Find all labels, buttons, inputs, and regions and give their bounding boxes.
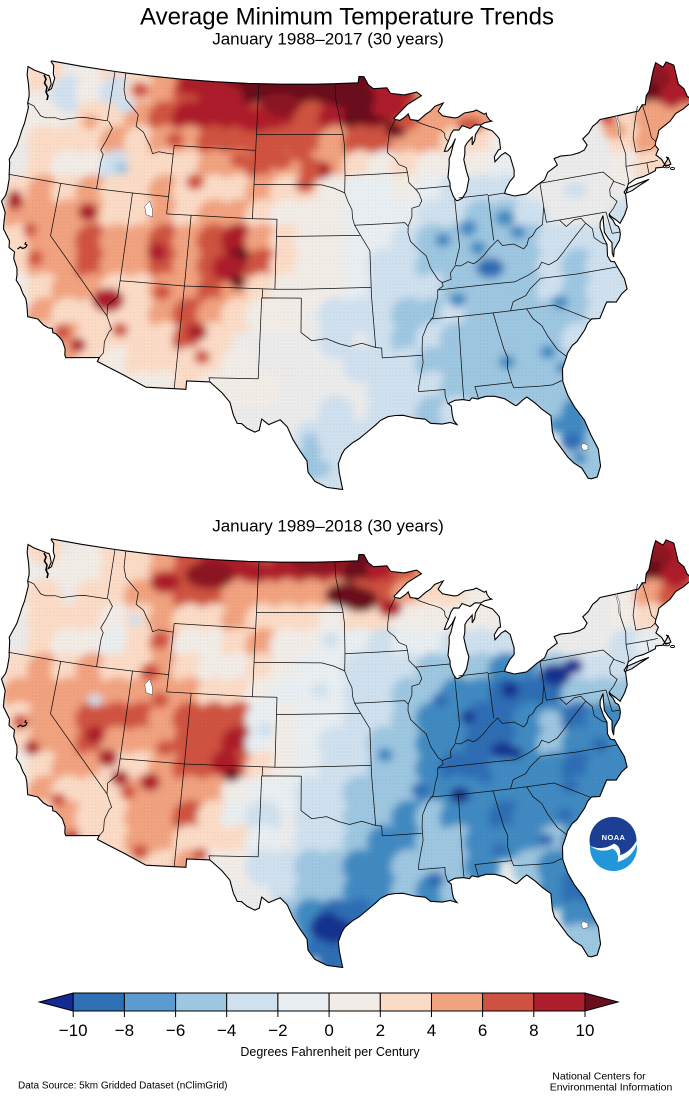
svg-text:January 1988–2017 (30 years): January 1988–2017 (30 years) <box>212 30 444 49</box>
svg-text:−6: −6 <box>166 1021 185 1040</box>
svg-text:−8: −8 <box>115 1021 134 1040</box>
svg-text:6: 6 <box>478 1021 487 1040</box>
svg-text:8: 8 <box>529 1021 538 1040</box>
svg-text:−2: −2 <box>268 1021 287 1040</box>
svg-text:2: 2 <box>376 1021 385 1040</box>
svg-text:Data Source: 5km Gridded Datas: Data Source: 5km Gridded Dataset (nClimG… <box>18 1081 228 1092</box>
svg-text:4: 4 <box>427 1021 436 1040</box>
svg-text:Average Minimum Temperature Tr: Average Minimum Temperature Trends <box>140 4 554 31</box>
svg-text:−10: −10 <box>59 1021 88 1040</box>
svg-text:−4: −4 <box>217 1021 236 1040</box>
svg-text:0: 0 <box>324 1021 333 1040</box>
svg-text:Environmental Information: Environmental Information <box>550 1082 673 1094</box>
svg-text:Degrees Fahrenheit per Century: Degrees Fahrenheit per Century <box>240 1045 420 1059</box>
svg-text:NOAA: NOAA <box>602 833 626 842</box>
svg-text:January 1989–2018 (30 years): January 1989–2018 (30 years) <box>212 517 444 536</box>
svg-text:10: 10 <box>576 1021 595 1040</box>
svg-text:National Centers for: National Centers for <box>552 1071 646 1083</box>
